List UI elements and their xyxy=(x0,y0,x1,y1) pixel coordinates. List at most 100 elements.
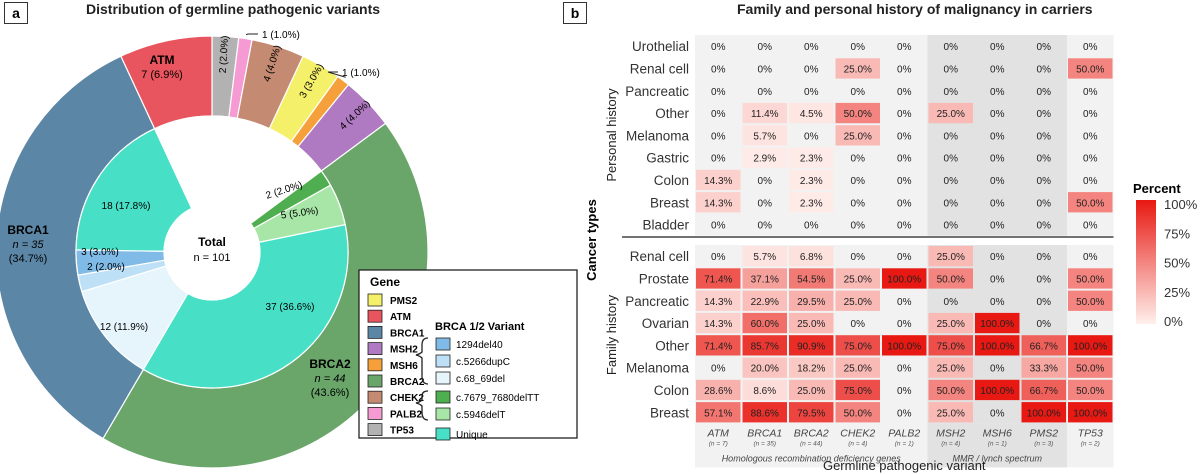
personal-cell xyxy=(789,147,834,168)
leader-line xyxy=(327,71,346,78)
panel-a-title: Distribution of germline pathogenic vari… xyxy=(86,1,381,17)
family-cell-label: 50.0% xyxy=(1076,274,1104,285)
family-cell xyxy=(696,290,741,311)
family-cell-label: 66.7% xyxy=(1030,386,1058,397)
legend-swatch-brca1 xyxy=(367,325,383,339)
family-cell xyxy=(789,335,834,356)
family-cell-label: 0% xyxy=(1037,274,1052,285)
outer-label: 1 (1.0%) xyxy=(262,30,300,41)
family-cell xyxy=(835,379,880,401)
personal-row-label: Breast xyxy=(650,195,689,210)
legend-variant-swatch xyxy=(435,337,451,351)
inner-label: 18 (17.8%) xyxy=(102,201,151,212)
legend-swatch-chek2 xyxy=(367,390,383,404)
family-cell-label: 28.6% xyxy=(704,386,732,397)
family-cell-label: 0% xyxy=(897,297,912,308)
legend-gene: ATM xyxy=(390,312,411,323)
personal-cell xyxy=(789,192,834,213)
legend-gene: TP53 xyxy=(390,426,414,437)
personal-cell-label: 0% xyxy=(851,221,866,232)
group-family-label: Family history xyxy=(604,294,619,375)
family-cell xyxy=(1021,402,1066,423)
family-cell-label: 25.0% xyxy=(937,319,965,330)
band-mmr-axis xyxy=(927,423,1067,468)
personal-row-label: Pancreatic xyxy=(625,84,689,99)
personal-cell-label: 0% xyxy=(944,154,959,165)
personal-cell-label: 4.5% xyxy=(800,109,823,120)
legend-gene: CHEK2 xyxy=(390,393,424,404)
legend-swatch-palb2 xyxy=(367,406,383,420)
big-label-name: BRCA2 xyxy=(309,357,351,371)
family-cell-label: 50.0% xyxy=(1076,364,1104,375)
personal-cell-label: 0% xyxy=(990,154,1005,165)
personal-row-label: Urothelial xyxy=(632,39,689,54)
personal-cell-label: 0% xyxy=(804,42,819,53)
family-cell-label: 0% xyxy=(1037,319,1052,330)
family-cell-label: 6.8% xyxy=(800,252,823,263)
family-cell xyxy=(975,335,1020,356)
family-cell xyxy=(789,290,834,311)
brca2-brace xyxy=(415,390,429,421)
legend-gradient xyxy=(1136,200,1156,324)
column-n: (n = 7) xyxy=(709,440,728,447)
family-cell xyxy=(789,312,834,334)
legend-variant-swatch xyxy=(435,354,451,368)
family-cell-label: 25.0% xyxy=(937,364,965,375)
column-label: ATM xyxy=(707,427,730,439)
family-cell-label: 29.5% xyxy=(797,297,825,308)
family-cell-label: 0% xyxy=(897,252,912,263)
big-label-name: ATM xyxy=(149,53,174,67)
family-cell-label: 100.0% xyxy=(980,386,1014,397)
family-cell-label: 0% xyxy=(711,364,726,375)
personal-cell xyxy=(835,58,880,79)
column-label: MSH6 xyxy=(983,427,1012,439)
family-cell xyxy=(928,312,973,334)
personal-cell-label: 0% xyxy=(1037,42,1052,53)
family-cell-label: 18.2% xyxy=(797,364,825,375)
personal-cell-label: 0% xyxy=(897,131,912,142)
personal-cell-label: 0% xyxy=(897,87,912,98)
family-cell-label: 50.0% xyxy=(1076,386,1104,397)
personal-cell-label: 2.3% xyxy=(800,176,823,187)
personal-row-label: Bladder xyxy=(642,218,689,233)
personal-cell-label: 0% xyxy=(758,176,773,187)
family-cell-label: 25.0% xyxy=(844,364,872,375)
family-cell-label: 57.1% xyxy=(704,408,732,419)
column-label: PALB2 xyxy=(888,427,920,439)
family-cell-label: 22.9% xyxy=(751,297,779,308)
center-n: n = 101 xyxy=(193,252,230,264)
family-cell-label: 20.0% xyxy=(751,364,779,375)
family-row-label: Renal cell xyxy=(630,249,689,264)
personal-cell-label: 0% xyxy=(897,109,912,120)
family-cell-label: 100.0% xyxy=(980,341,1014,352)
family-cell-label: 50.0% xyxy=(1076,297,1104,308)
donut-hole xyxy=(163,203,261,301)
personal-cell-label: 2.9% xyxy=(753,154,776,165)
personal-cell-label: 0% xyxy=(990,198,1005,209)
family-cell xyxy=(789,357,834,378)
family-cell xyxy=(975,379,1020,401)
family-cell xyxy=(1068,357,1113,378)
family-cell-label: 25.0% xyxy=(937,252,965,263)
family-cell-label: 50.0% xyxy=(937,274,965,285)
family-cell-label: 50.0% xyxy=(844,408,872,419)
personal-cell-label: 0% xyxy=(804,131,819,142)
legend-variant-title: BRCA 1/2 Variant xyxy=(435,321,525,333)
brca1-brace xyxy=(415,337,429,385)
family-cell-label: 0% xyxy=(1037,297,1052,308)
personal-cell-label: 0% xyxy=(804,221,819,232)
family-cell-label: 100.0% xyxy=(1027,408,1061,419)
family-cell-label: 0% xyxy=(851,252,866,263)
family-cell-label: 0% xyxy=(711,252,726,263)
family-cell xyxy=(928,268,973,289)
personal-cell xyxy=(742,147,787,168)
family-cell-label: 66.7% xyxy=(1030,341,1058,352)
personal-cell-label: 0% xyxy=(711,42,726,53)
personal-cell-label: 0% xyxy=(851,42,866,53)
personal-cell xyxy=(835,102,880,124)
personal-cell-label: 0% xyxy=(897,42,912,53)
legend-swatch-pms2 xyxy=(367,293,383,307)
inner-label: 37 (36.6%) xyxy=(266,302,315,313)
family-cell xyxy=(1068,379,1113,401)
